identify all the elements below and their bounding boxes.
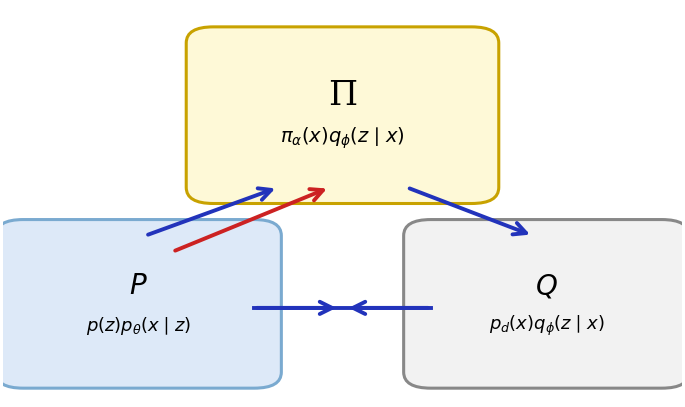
Text: $p_d(x)q_{\phi}(z\mid x)$: $p_d(x)q_{\phi}(z\mid x)$ — [488, 314, 604, 338]
FancyBboxPatch shape — [0, 219, 282, 388]
FancyBboxPatch shape — [186, 27, 499, 204]
Text: $p(z)p_{\theta}(x\mid z)$: $p(z)p_{\theta}(x\mid z)$ — [86, 315, 191, 337]
Text: $\pi_{\alpha}(x)q_{\phi}(z\mid x)$: $\pi_{\alpha}(x)q_{\phi}(z\mid x)$ — [280, 125, 405, 151]
FancyBboxPatch shape — [403, 219, 685, 388]
Text: $Q$: $Q$ — [535, 272, 558, 300]
Text: Π: Π — [328, 81, 357, 112]
Text: $P$: $P$ — [129, 273, 148, 300]
